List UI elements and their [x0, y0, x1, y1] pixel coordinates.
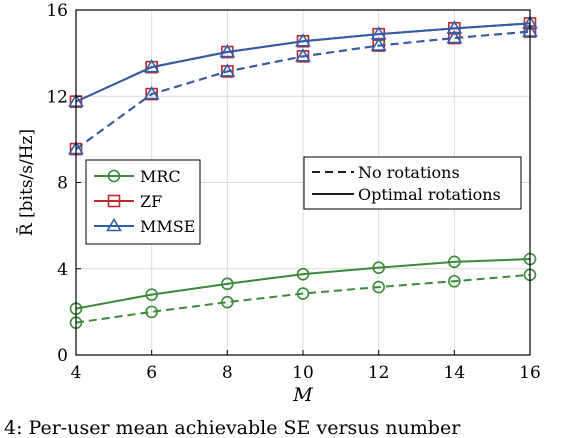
- x-tick-label: 16: [519, 363, 541, 383]
- data-point-mrc-optimal-rotations: [372, 261, 385, 274]
- data-point-mmse-optimal-rotations: [219, 43, 236, 58]
- data-point-mmse-no-rotations: [370, 37, 387, 51]
- legend-methods: MRC ZF MMSE: [85, 159, 201, 245]
- legend-entry-mrc: MRC: [94, 167, 181, 186]
- data-point-mmse-no-rotations: [219, 63, 236, 77]
- series-line-mrc-optimal-rotations: [75, 258, 531, 310]
- data-point-mrc-no-rotations: [448, 274, 461, 288]
- series-line-mrc-no-rotations: [75, 273, 531, 324]
- legend-marker: [107, 169, 121, 183]
- legend-label: MRC: [140, 167, 181, 186]
- legend-entry-no-rotations: No rotations: [312, 163, 460, 182]
- data-point-mrc-optimal-rotations: [221, 277, 234, 291]
- legend-styles: No rotations Optimal rotations: [303, 156, 522, 210]
- y-tick-label: 0: [57, 346, 68, 366]
- legend-box: [303, 156, 522, 210]
- series-line-mmse-no-rotations: [75, 30, 531, 150]
- y-tick-label: 12: [46, 87, 68, 107]
- legend-label: No rotations: [358, 163, 460, 182]
- x-tick-label: 4: [71, 363, 82, 383]
- x-tick-label: 10: [292, 363, 314, 383]
- legend-label: MMSE: [140, 217, 195, 236]
- x-tick-label: 6: [146, 363, 157, 383]
- legend-marker: [107, 194, 121, 208]
- data-point-mrc-optimal-rotations: [145, 288, 158, 301]
- legend-marker: [106, 217, 122, 232]
- data-point-mmse-no-rotations: [295, 48, 311, 62]
- data-point-mmse-no-rotations: [143, 86, 160, 100]
- x-tick-label: 14: [444, 363, 466, 383]
- data-point-mrc-no-rotations: [296, 287, 310, 300]
- legend-label: Optimal rotations: [358, 185, 501, 204]
- x-tick-label: 12: [368, 363, 390, 383]
- legend-entry-optimal-rotations: Optimal rotations: [312, 185, 501, 204]
- data-point-mrc-optimal-rotations: [296, 267, 310, 281]
- x-tick-label: 8: [222, 363, 233, 383]
- y-tick-label: 8: [57, 174, 68, 194]
- y-tick-label: 16: [46, 1, 68, 21]
- figure-caption: 4: Per-user mean achievable SE versus nu…: [4, 417, 461, 438]
- legend-entry-mmse: MMSE: [94, 217, 195, 236]
- legend-entry-zf: ZF: [94, 192, 162, 211]
- series-line-mmse-optimal-rotations: [75, 22, 531, 103]
- y-tick-label: 4: [57, 260, 68, 280]
- x-axis-label: M: [292, 384, 313, 406]
- data-point-mrc-no-rotations: [145, 305, 158, 319]
- data-point-mrc-optimal-rotations: [448, 255, 461, 269]
- data-point-mmse-no-rotations: [446, 29, 463, 44]
- data-point-mmse-optimal-rotations: [295, 33, 311, 47]
- legend-label: ZF: [140, 192, 162, 211]
- y-axis-label: R̄ [bits/s/Hz]: [15, 129, 37, 236]
- data-point-mmse-optimal-rotations: [143, 59, 160, 73]
- data-point-mrc-no-rotations: [221, 295, 234, 309]
- data-point-mrc-no-rotations: [372, 280, 385, 294]
